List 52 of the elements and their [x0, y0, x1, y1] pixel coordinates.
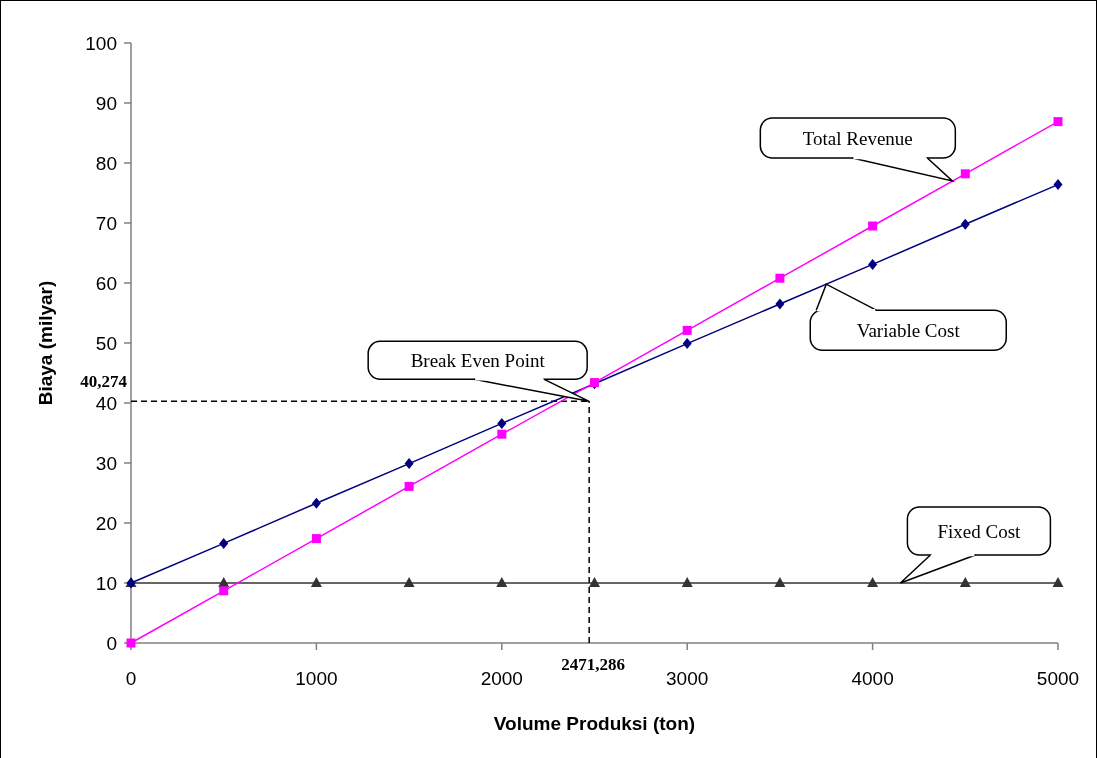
y-tick-label: 70: [95, 212, 117, 234]
y-tick-label: 20: [95, 512, 117, 534]
y-tick-label: 0: [106, 632, 117, 654]
point: [775, 273, 785, 283]
y-tick-label: 100: [85, 32, 117, 54]
x-tick-label: 5000: [1036, 668, 1080, 689]
y-tick-label: 10: [95, 572, 117, 594]
y-tick-label: 60: [95, 272, 117, 294]
point: [404, 458, 414, 470]
point: [497, 429, 507, 439]
x-axis-title: Volume Produksi (ton): [493, 713, 696, 734]
point: [682, 338, 692, 350]
y-axis-title: Biaya (milyar): [35, 280, 56, 406]
x-tick-label: 4000: [851, 668, 894, 689]
point: [310, 577, 322, 587]
point: [496, 577, 508, 587]
point: [960, 218, 970, 230]
point: [1053, 117, 1063, 127]
x-tick-label: 3000: [666, 668, 709, 689]
x-tick-label: 2000: [480, 668, 523, 689]
y-tick-label: 80: [95, 152, 117, 174]
point: [311, 497, 321, 509]
point: [960, 169, 970, 179]
point: [682, 325, 692, 335]
point: [403, 577, 415, 587]
annotation: Total Revenue: [802, 127, 913, 149]
y-tick-label: 90: [95, 92, 117, 114]
point: [1053, 179, 1063, 191]
point: [959, 577, 971, 587]
annotation: Fixed Cost: [937, 520, 1022, 542]
point: [868, 258, 878, 270]
x-tick-label: 1000: [295, 668, 338, 689]
point: [868, 221, 878, 231]
point: [774, 577, 786, 587]
point: [404, 481, 414, 491]
point: [867, 577, 879, 587]
annotation: Break Even Point: [410, 350, 546, 372]
annotation: Variable Cost: [856, 319, 961, 341]
y-tick-label: 50: [95, 332, 117, 354]
point: [589, 577, 600, 587]
point: [497, 417, 507, 429]
ref-line-label: 2471,286: [561, 655, 626, 674]
point: [219, 586, 229, 596]
point: [219, 537, 229, 549]
x-tick-label: 0: [125, 668, 137, 689]
point: [775, 298, 785, 310]
y-tick-label: 30: [95, 452, 117, 474]
point: [311, 534, 321, 544]
point: [1052, 577, 1064, 587]
y-tick-label: 40: [95, 392, 117, 414]
ref-line-label: 40,274: [80, 372, 128, 392]
point: [681, 577, 693, 587]
